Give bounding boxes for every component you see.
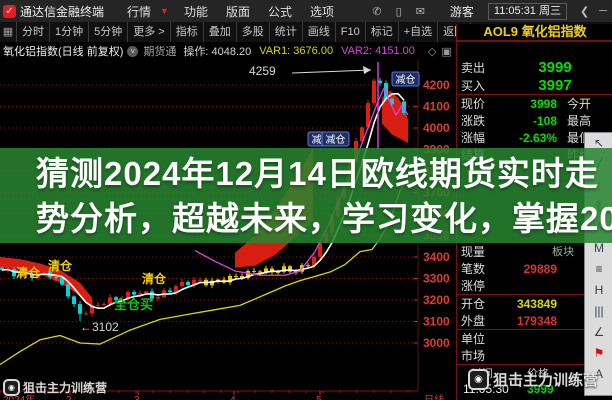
chevron-down-icon[interactable]: ˅ xyxy=(127,45,139,57)
svg-text:3100: 3100 xyxy=(423,315,450,329)
quote-row: 市场 xyxy=(461,349,486,363)
watermark-right: ◉ 狙击主力训练营 xyxy=(468,369,598,390)
ask-price: 3999 xyxy=(538,58,572,76)
tool-button-6[interactable]: 标记 xyxy=(366,22,399,42)
banner-line-1: 猜测2024年12月14日欧线期货实时走 xyxy=(36,154,599,192)
bid-price: 3997 xyxy=(538,76,572,94)
camp-logo-icon: ◉ xyxy=(468,369,489,390)
tool-button-3[interactable]: 统计 xyxy=(270,22,303,42)
view-button-1[interactable]: 1分钟 xyxy=(50,22,90,42)
main-menu: 行情 xyxy=(118,3,160,20)
svg-text:3000: 3000 xyxy=(423,336,450,350)
menu-item-2[interactable]: 版面 xyxy=(225,4,250,19)
tool-button-2[interactable]: 多股 xyxy=(237,22,270,42)
quote-row: 开仓 343849 xyxy=(461,296,557,312)
tick-price: 3999 xyxy=(527,382,554,396)
user-label[interactable]: 游客 xyxy=(449,4,474,19)
menu-item-4[interactable]: 选项 xyxy=(310,4,335,19)
bid-row[interactable]: 买入 3997 xyxy=(457,76,612,94)
mail-icon[interactable]: ✉ xyxy=(415,5,425,18)
clock: 11:05:31 周三 xyxy=(487,2,567,20)
collapse-icon[interactable]: ❮ xyxy=(579,5,590,18)
minimize-icon[interactable]: ─ xyxy=(599,5,607,17)
quotes-dropdown-icon[interactable]: ▼ xyxy=(160,6,169,16)
svg-text:减仓: 减仓 xyxy=(396,73,416,86)
tool-button-0[interactable]: 指标 xyxy=(171,22,204,42)
svg-text:4: 4 xyxy=(230,395,236,400)
svg-text:减仓: 减仓 xyxy=(326,133,346,146)
svg-text:全仓买: 全仓买 xyxy=(113,297,153,312)
menu-item-1[interactable]: 功能 xyxy=(183,4,208,19)
svg-text:日线: 日线 xyxy=(424,393,444,400)
watermark-left: ◉ 狙击主力训练营 xyxy=(3,379,107,396)
menu-item-0[interactable]: 行情 xyxy=(127,4,152,19)
quote-row: 涨跌 -108 最高 xyxy=(461,113,592,129)
support-icon[interactable]: ✆ xyxy=(372,5,382,18)
quote-row: 外盘 179348 xyxy=(461,313,557,329)
banner-line-2: 势分析，超越未来，学习变化，掌握20 xyxy=(36,199,612,237)
bid-label: 买入 xyxy=(461,78,486,93)
marker-tool-icon[interactable]: ⚑ xyxy=(593,346,605,360)
tool-button-1[interactable]: 叠加 xyxy=(204,22,237,42)
gann-fan-tool-icon[interactable]: ∠ xyxy=(593,325,605,339)
quote-row: 现量 xyxy=(461,245,486,259)
svg-text:4100: 4100 xyxy=(423,100,450,114)
vertical-lines-tool-icon[interactable]: ||| xyxy=(594,304,604,318)
horizontal-lines-tool-icon[interactable]: ≡ xyxy=(595,262,603,276)
svg-text:4200: 4200 xyxy=(423,78,450,92)
svg-text:2024年: 2024年 xyxy=(3,393,35,400)
menu-item-3[interactable]: 公式 xyxy=(267,4,292,19)
svg-text:2: 2 xyxy=(66,395,72,400)
watermark-text: 狙击主力训练营 xyxy=(23,381,108,395)
ask-row[interactable]: 卖出 3999 xyxy=(457,58,612,76)
svg-text:3300: 3300 xyxy=(423,272,450,286)
panel-icon[interactable]: ▣ xyxy=(441,45,452,58)
svg-text:4259: 4259 xyxy=(249,64,276,78)
operation-value: 操作: 4048.20 xyxy=(183,46,252,58)
tdx-logo-icon: ✓ xyxy=(3,4,16,18)
svg-text:清仓: 清仓 xyxy=(142,271,167,286)
var1-value: VAR1: 3676.00 xyxy=(259,45,334,57)
channel-tool-icon[interactable]: H xyxy=(594,283,604,297)
svg-text:清仓: 清仓 xyxy=(48,258,73,273)
quote-row: 笔数 29889 xyxy=(461,261,557,277)
svg-text:←3102: ←3102 xyxy=(80,320,119,334)
mobile-icon[interactable]: ▯ xyxy=(395,5,402,18)
quote-title[interactable]: AOL9 氧化铝指数 xyxy=(457,24,612,42)
tool-button-7[interactable]: +自选 xyxy=(399,22,439,42)
app-title: 通达信金融终端 xyxy=(20,4,105,19)
menu-bar: ✓ 通达信金融终端 行情 ▼ 功能 版面 公式 选项 ✆ ▯ ✉ 游客 11:05:3… xyxy=(0,0,612,23)
svg-text:3400: 3400 xyxy=(423,250,450,264)
camp-logo-icon: ◉ xyxy=(3,379,20,396)
quote-row: 涨停 xyxy=(461,279,486,293)
headline-banner: 猜测2024年12月14日欧线期货实时走 势分析，超越未来，学习变化，掌握20 xyxy=(0,148,612,243)
svg-text:5: 5 xyxy=(316,395,322,400)
instrument-title[interactable]: 氧化铝指数(日线 前复权) xyxy=(3,46,124,58)
svg-text:4000: 4000 xyxy=(423,121,450,135)
watermark-text: 狙击主力训练营 xyxy=(493,372,599,389)
data-source-label: 期货通 xyxy=(143,46,177,58)
svg-text:清仓: 清仓 xyxy=(16,265,41,280)
quote-row: 现价 3998 今开 xyxy=(461,96,592,112)
diamond-icon[interactable]: ◇ xyxy=(427,45,437,58)
pointer-tool-icon[interactable]: ↖ xyxy=(593,136,605,150)
sector-tab[interactable]: 板块 xyxy=(552,246,574,258)
main-menu-2: 功能 版面 公式 选项 xyxy=(175,3,343,20)
layout-grid-icon[interactable]: ▦ xyxy=(0,22,17,42)
quote-row: 单位 xyxy=(461,332,486,346)
tool-button-5[interactable]: F10 xyxy=(336,22,366,42)
var2-value: VAR2: 4151.00 xyxy=(341,45,415,57)
svg-text:3: 3 xyxy=(134,395,140,400)
zigzag-tool-icon[interactable]: M xyxy=(594,241,604,255)
ask-label: 卖出 xyxy=(461,60,486,75)
view-button-0[interactable]: 分时 xyxy=(17,22,50,42)
text-tool-icon[interactable]: A xyxy=(594,367,603,381)
view-button-3[interactable]: 更多 > xyxy=(128,22,171,42)
view-button-2[interactable]: 5分钟 xyxy=(89,22,129,42)
tool-button-4[interactable]: 画线 xyxy=(303,22,336,42)
instrument-info-bar: 氧化铝指数(日线 前复权) ˅ 期货通 操作: 4048.20 VAR1: 36… xyxy=(0,42,455,60)
svg-text:3200: 3200 xyxy=(423,293,450,307)
